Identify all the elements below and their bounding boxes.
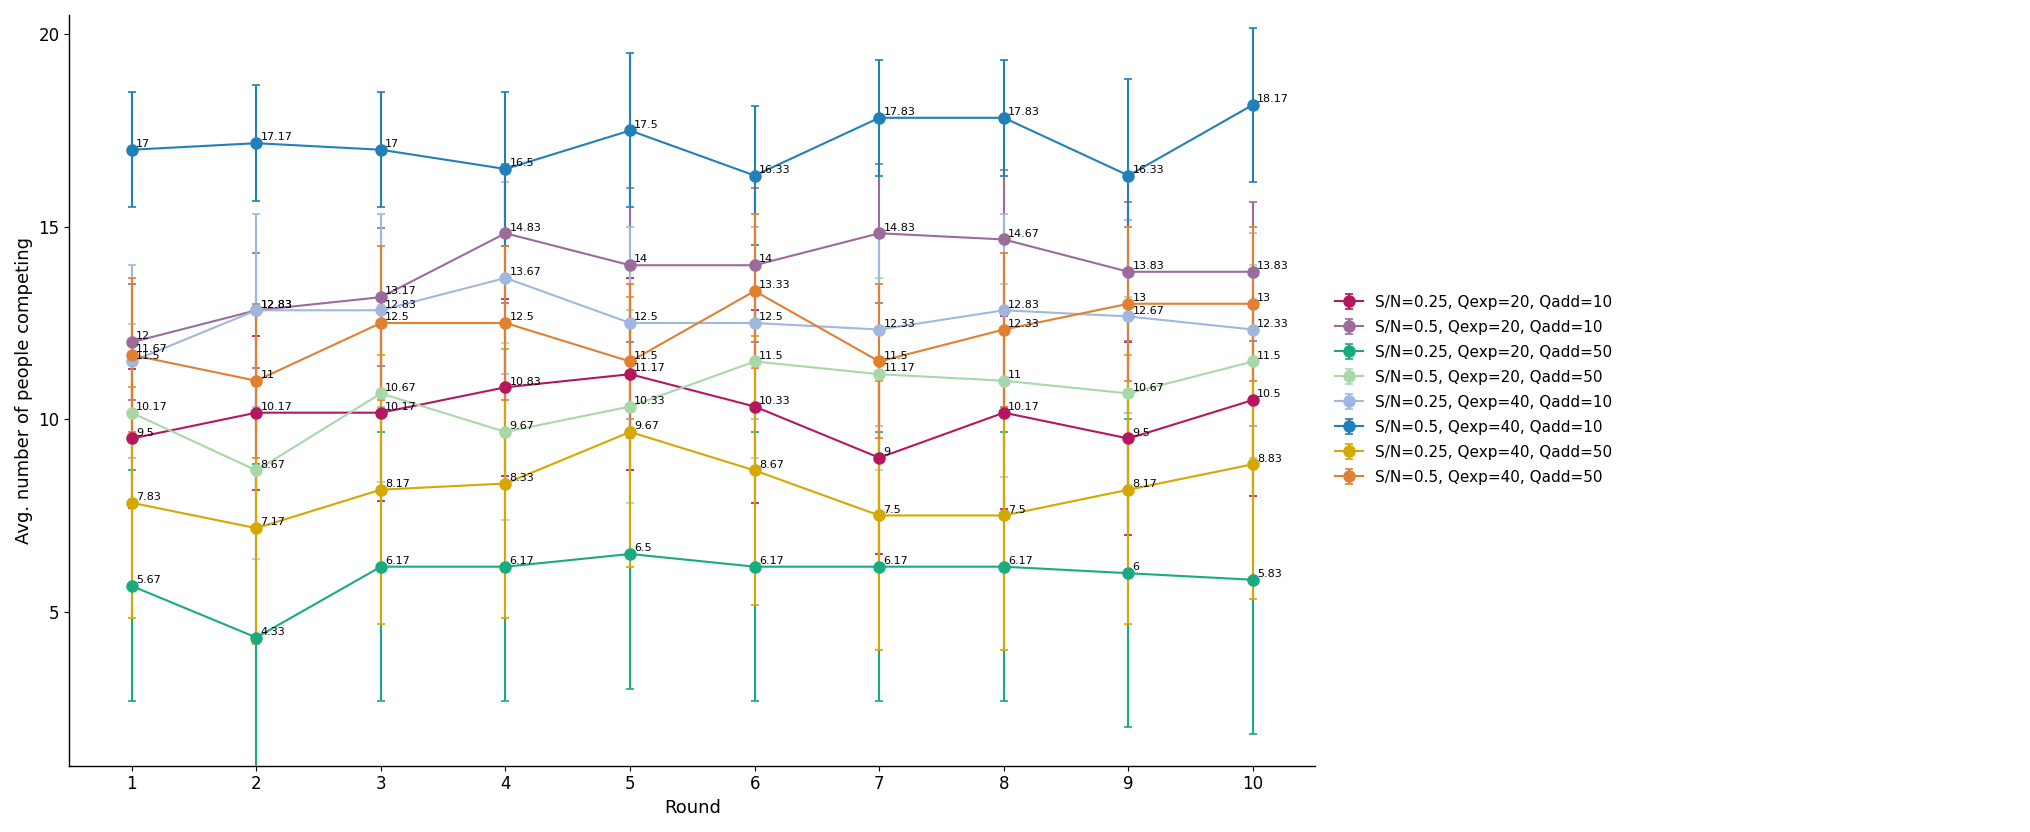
Text: 10.17: 10.17 xyxy=(1007,402,1039,412)
Text: 12.5: 12.5 xyxy=(510,312,534,322)
Text: 17: 17 xyxy=(136,139,150,149)
Text: 7.5: 7.5 xyxy=(883,505,901,515)
Text: 11.5: 11.5 xyxy=(759,351,784,361)
Text: 8.83: 8.83 xyxy=(1257,453,1281,463)
Text: 7.5: 7.5 xyxy=(1007,505,1025,515)
Text: 11.67: 11.67 xyxy=(136,344,168,354)
Text: 12.33: 12.33 xyxy=(1007,319,1039,329)
Text: 10.33: 10.33 xyxy=(633,396,666,406)
Text: 13.33: 13.33 xyxy=(759,280,790,290)
Text: 6.17: 6.17 xyxy=(386,556,410,566)
Text: 11.5: 11.5 xyxy=(883,351,907,361)
Text: 8.17: 8.17 xyxy=(1133,479,1157,489)
Text: 12: 12 xyxy=(136,331,150,341)
Text: 12.33: 12.33 xyxy=(1257,319,1289,329)
Text: 9.5: 9.5 xyxy=(136,428,154,438)
Text: 6: 6 xyxy=(1133,562,1139,572)
Text: 12.67: 12.67 xyxy=(1133,305,1163,315)
Text: 16.33: 16.33 xyxy=(759,165,790,175)
Text: 14.83: 14.83 xyxy=(883,222,916,232)
Text: 17.5: 17.5 xyxy=(633,120,658,130)
Text: 12.83: 12.83 xyxy=(1007,300,1039,310)
Text: 12.5: 12.5 xyxy=(386,312,410,322)
Text: 8.33: 8.33 xyxy=(510,473,534,483)
Legend: S/N=0.25, Qexp=20, Qadd=10, S/N=0.5, Qexp=20, Qadd=10, S/N=0.25, Qexp=20, Qadd=5: S/N=0.25, Qexp=20, Qadd=10, S/N=0.5, Qex… xyxy=(1328,290,1618,492)
Text: 14: 14 xyxy=(633,255,648,265)
Text: 9.67: 9.67 xyxy=(510,421,534,431)
Text: 16.5: 16.5 xyxy=(510,158,534,168)
Text: 9: 9 xyxy=(883,447,889,457)
Text: 13.67: 13.67 xyxy=(510,267,542,277)
Text: 8.67: 8.67 xyxy=(260,459,284,469)
X-axis label: Round: Round xyxy=(664,799,721,817)
Text: 10.33: 10.33 xyxy=(759,396,790,406)
Text: 6.5: 6.5 xyxy=(633,543,652,553)
Text: 9.67: 9.67 xyxy=(633,421,660,431)
Text: 6.17: 6.17 xyxy=(883,556,907,566)
Text: 14: 14 xyxy=(759,255,773,265)
Text: 4.33: 4.33 xyxy=(260,626,284,636)
Text: 12.5: 12.5 xyxy=(759,312,784,322)
Text: 13.83: 13.83 xyxy=(1257,261,1289,271)
Text: 12.5: 12.5 xyxy=(633,312,658,322)
Text: 10.67: 10.67 xyxy=(1133,383,1163,393)
Text: 11.5: 11.5 xyxy=(136,351,160,361)
Text: 10.17: 10.17 xyxy=(136,402,168,412)
Text: 14.67: 14.67 xyxy=(1007,229,1039,239)
Text: 11.5: 11.5 xyxy=(633,351,658,361)
Text: 10.17: 10.17 xyxy=(260,402,292,412)
Text: 10.17: 10.17 xyxy=(386,402,416,412)
Text: 10.5: 10.5 xyxy=(1257,389,1281,399)
Text: 11: 11 xyxy=(260,370,274,380)
Text: 11.5: 11.5 xyxy=(1257,351,1281,361)
Text: 5.83: 5.83 xyxy=(1257,569,1281,579)
Text: 17: 17 xyxy=(386,139,400,149)
Text: 17.17: 17.17 xyxy=(260,132,292,142)
Text: 12.83: 12.83 xyxy=(386,300,416,310)
Text: 9.5: 9.5 xyxy=(1133,428,1149,438)
Text: 7.17: 7.17 xyxy=(260,518,284,527)
Text: 16.33: 16.33 xyxy=(1133,165,1163,175)
Text: 13: 13 xyxy=(1133,293,1147,303)
Text: 17.83: 17.83 xyxy=(883,107,916,117)
Text: 10.83: 10.83 xyxy=(510,377,542,387)
Text: 6.17: 6.17 xyxy=(510,556,534,566)
Text: 18.17: 18.17 xyxy=(1257,94,1289,104)
Text: 8.17: 8.17 xyxy=(386,479,410,489)
Text: 5.67: 5.67 xyxy=(136,575,160,585)
Text: 6.17: 6.17 xyxy=(1007,556,1033,566)
Text: 12.33: 12.33 xyxy=(883,319,916,329)
Text: 13: 13 xyxy=(1257,293,1271,303)
Text: 6.17: 6.17 xyxy=(759,556,784,566)
Text: 8.67: 8.67 xyxy=(759,459,784,469)
Text: 10.67: 10.67 xyxy=(386,383,416,393)
Text: 12.83: 12.83 xyxy=(260,300,292,310)
Y-axis label: Avg. number of people competing: Avg. number of people competing xyxy=(14,237,32,544)
Text: 17.83: 17.83 xyxy=(1007,107,1039,117)
Text: 14.83: 14.83 xyxy=(510,222,542,232)
Text: 7.83: 7.83 xyxy=(136,492,160,502)
Text: 13.83: 13.83 xyxy=(1133,261,1163,271)
Text: 12.83: 12.83 xyxy=(260,300,292,310)
Text: 11.17: 11.17 xyxy=(633,364,666,374)
Text: 13.17: 13.17 xyxy=(386,286,416,296)
Text: 11.17: 11.17 xyxy=(883,364,916,374)
Text: 11: 11 xyxy=(1007,370,1021,380)
